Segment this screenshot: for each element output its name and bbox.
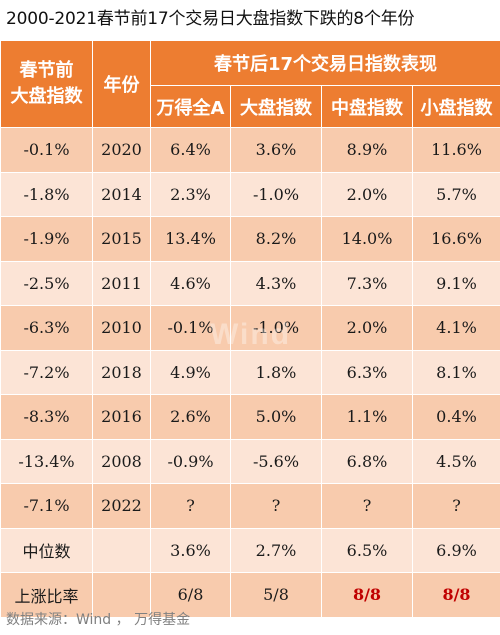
cell-mid-cap: 6.5% bbox=[321, 527, 413, 573]
table-row: 上涨比率 6/8 5/8 8/8 8/8 bbox=[0, 572, 500, 618]
cell-large-cap: -1.0% bbox=[230, 305, 322, 351]
cell-small-cap: 5.7% bbox=[412, 171, 500, 217]
cell-wind-all-a: 13.4% bbox=[150, 216, 231, 262]
cell-large-cap: -5.6% bbox=[230, 438, 322, 484]
cell-pre-index: 上涨比率 bbox=[0, 572, 93, 618]
cell-large-cap: ? bbox=[230, 483, 322, 529]
cell-pre-index: 中位数 bbox=[0, 527, 93, 573]
table-row: -2.5% 2011 4.6% 4.3% 7.3% 9.1% bbox=[0, 260, 500, 306]
cell-year bbox=[92, 527, 151, 573]
cell-small-cap: 9.1% bbox=[412, 260, 500, 306]
cell-wind-all-a: 4.6% bbox=[150, 260, 231, 306]
cell-pre-index: -8.3% bbox=[0, 394, 93, 440]
cell-year: 2014 bbox=[92, 171, 151, 217]
cell-pre-index: -2.5% bbox=[0, 260, 93, 306]
header-pre-index: 春节前 大盘指数 bbox=[0, 40, 93, 128]
cell-mid-cap: ? bbox=[321, 483, 413, 529]
table-row: -0.1% 2020 6.4% 3.6% 8.9% 11.6% bbox=[0, 127, 500, 173]
cell-year: 2015 bbox=[92, 216, 151, 262]
cell-small-cap: 16.6% bbox=[412, 216, 500, 262]
cell-small-cap: 0.4% bbox=[412, 394, 500, 440]
cell-small-cap: 4.5% bbox=[412, 438, 500, 484]
cell-small-cap: 8/8 bbox=[412, 572, 500, 618]
cell-large-cap: 5/8 bbox=[230, 572, 322, 618]
cell-small-cap: 8.1% bbox=[412, 349, 500, 395]
cell-year: 2018 bbox=[92, 349, 151, 395]
header-group: 春节后17个交易日指数表现 bbox=[150, 40, 500, 86]
header-year: 年份 bbox=[92, 40, 151, 128]
cell-pre-index: -1.8% bbox=[0, 171, 93, 217]
cell-mid-cap: 7.3% bbox=[321, 260, 413, 306]
header-pre-index-line1: 春节前 bbox=[19, 60, 74, 81]
table-title: 2000-2021春节前17个交易日大盘指数下跌的8个年份 bbox=[6, 9, 415, 29]
header-small-cap: 小盘指数 bbox=[412, 85, 500, 128]
header-row-2: 万得全A 大盘指数 中盘指数 小盘指数 bbox=[1, 85, 500, 128]
table-row: 中位数 3.6% 2.7% 6.5% 6.9% bbox=[0, 527, 500, 573]
table-row: -8.3% 2016 2.6% 5.0% 1.1% 0.4% bbox=[0, 394, 500, 440]
header-large-cap: 大盘指数 bbox=[230, 85, 322, 128]
cell-pre-index: -6.3% bbox=[0, 305, 93, 351]
cell-mid-cap: 14.0% bbox=[321, 216, 413, 262]
cell-mid-cap: 1.1% bbox=[321, 394, 413, 440]
cell-pre-index: -7.1% bbox=[0, 483, 93, 529]
source-note: 数据来源：Wind ， 万得基金 bbox=[6, 612, 191, 628]
header-wind-all-a: 万得全A bbox=[150, 85, 231, 128]
table-row: -13.4% 2008 -0.9% -5.6% 6.8% 4.5% bbox=[0, 438, 500, 484]
cell-small-cap: 11.6% bbox=[412, 127, 500, 173]
header-pre-index-line2: 大盘指数 bbox=[10, 86, 83, 107]
cell-wind-all-a: 4.9% bbox=[150, 349, 231, 395]
cell-small-cap: 4.1% bbox=[412, 305, 500, 351]
table-row: -6.3% 2010 -0.1% -1.0% 2.0% 4.1% bbox=[0, 305, 500, 351]
header-mid-cap: 中盘指数 bbox=[321, 85, 413, 128]
table-body: -0.1% 2020 6.4% 3.6% 8.9% 11.6% -1.8% 2014 2.3% -… bbox=[0, 127, 500, 618]
cell-year bbox=[92, 572, 151, 618]
cell-year: 2016 bbox=[92, 394, 151, 440]
cell-wind-all-a: 6.4% bbox=[150, 127, 231, 173]
cell-mid-cap: 2.0% bbox=[321, 305, 413, 351]
cell-large-cap: 5.0% bbox=[230, 394, 322, 440]
cell-wind-all-a: 6/8 bbox=[150, 572, 231, 618]
cell-large-cap: 2.7% bbox=[230, 527, 322, 573]
cell-large-cap: 1.8% bbox=[230, 349, 322, 395]
header-row-1: 春节前 大盘指数 年份 春节后17个交易日指数表现 bbox=[0, 40, 500, 128]
cell-year: 2011 bbox=[92, 260, 151, 306]
cell-wind-all-a: 3.6% bbox=[150, 527, 231, 573]
cell-mid-cap: 6.3% bbox=[321, 349, 413, 395]
cell-large-cap: 3.6% bbox=[230, 127, 322, 173]
cell-wind-all-a: -0.1% bbox=[150, 305, 231, 351]
data-table: 春节前 大盘指数 年份 春节后17个交易日指数表现 万得全A 大盘指数 中盘指数… bbox=[0, 40, 500, 618]
cell-wind-all-a: 2.6% bbox=[150, 394, 231, 440]
cell-mid-cap: 2.0% bbox=[321, 171, 413, 217]
cell-small-cap: 6.9% bbox=[412, 527, 500, 573]
cell-large-cap: 8.2% bbox=[230, 216, 322, 262]
table-row: -7.1% 2022???? bbox=[0, 483, 500, 529]
cell-year: 2008 bbox=[92, 438, 151, 484]
cell-small-cap: ? bbox=[412, 483, 500, 529]
cell-year: 2020 bbox=[92, 127, 151, 173]
cell-pre-index: -0.1% bbox=[0, 127, 93, 173]
cell-large-cap: -1.0% bbox=[230, 171, 322, 217]
table-row: -1.8% 2014 2.3% -1.0% 2.0% 5.7% bbox=[0, 171, 500, 217]
cell-mid-cap: 8.9% bbox=[321, 127, 413, 173]
cell-year: 2022 bbox=[92, 483, 151, 529]
table-row: -7.2% 2018 4.9% 1.8% 6.3% 8.1% bbox=[0, 349, 500, 395]
cell-mid-cap: 8/8 bbox=[321, 572, 413, 618]
cell-mid-cap: 6.8% bbox=[321, 438, 413, 484]
cell-large-cap: 4.3% bbox=[230, 260, 322, 306]
cell-wind-all-a: ? bbox=[150, 483, 231, 529]
cell-wind-all-a: -0.9% bbox=[150, 438, 231, 484]
cell-pre-index: -7.2% bbox=[0, 349, 93, 395]
cell-year: 2010 bbox=[92, 305, 151, 351]
cell-pre-index: -1.9% bbox=[0, 216, 93, 262]
cell-pre-index: -13.4% bbox=[0, 438, 93, 484]
cell-wind-all-a: 2.3% bbox=[150, 171, 231, 217]
table-row: -1.9% 2015 13.4% 8.2% 14.0% 16.6% bbox=[0, 216, 500, 262]
